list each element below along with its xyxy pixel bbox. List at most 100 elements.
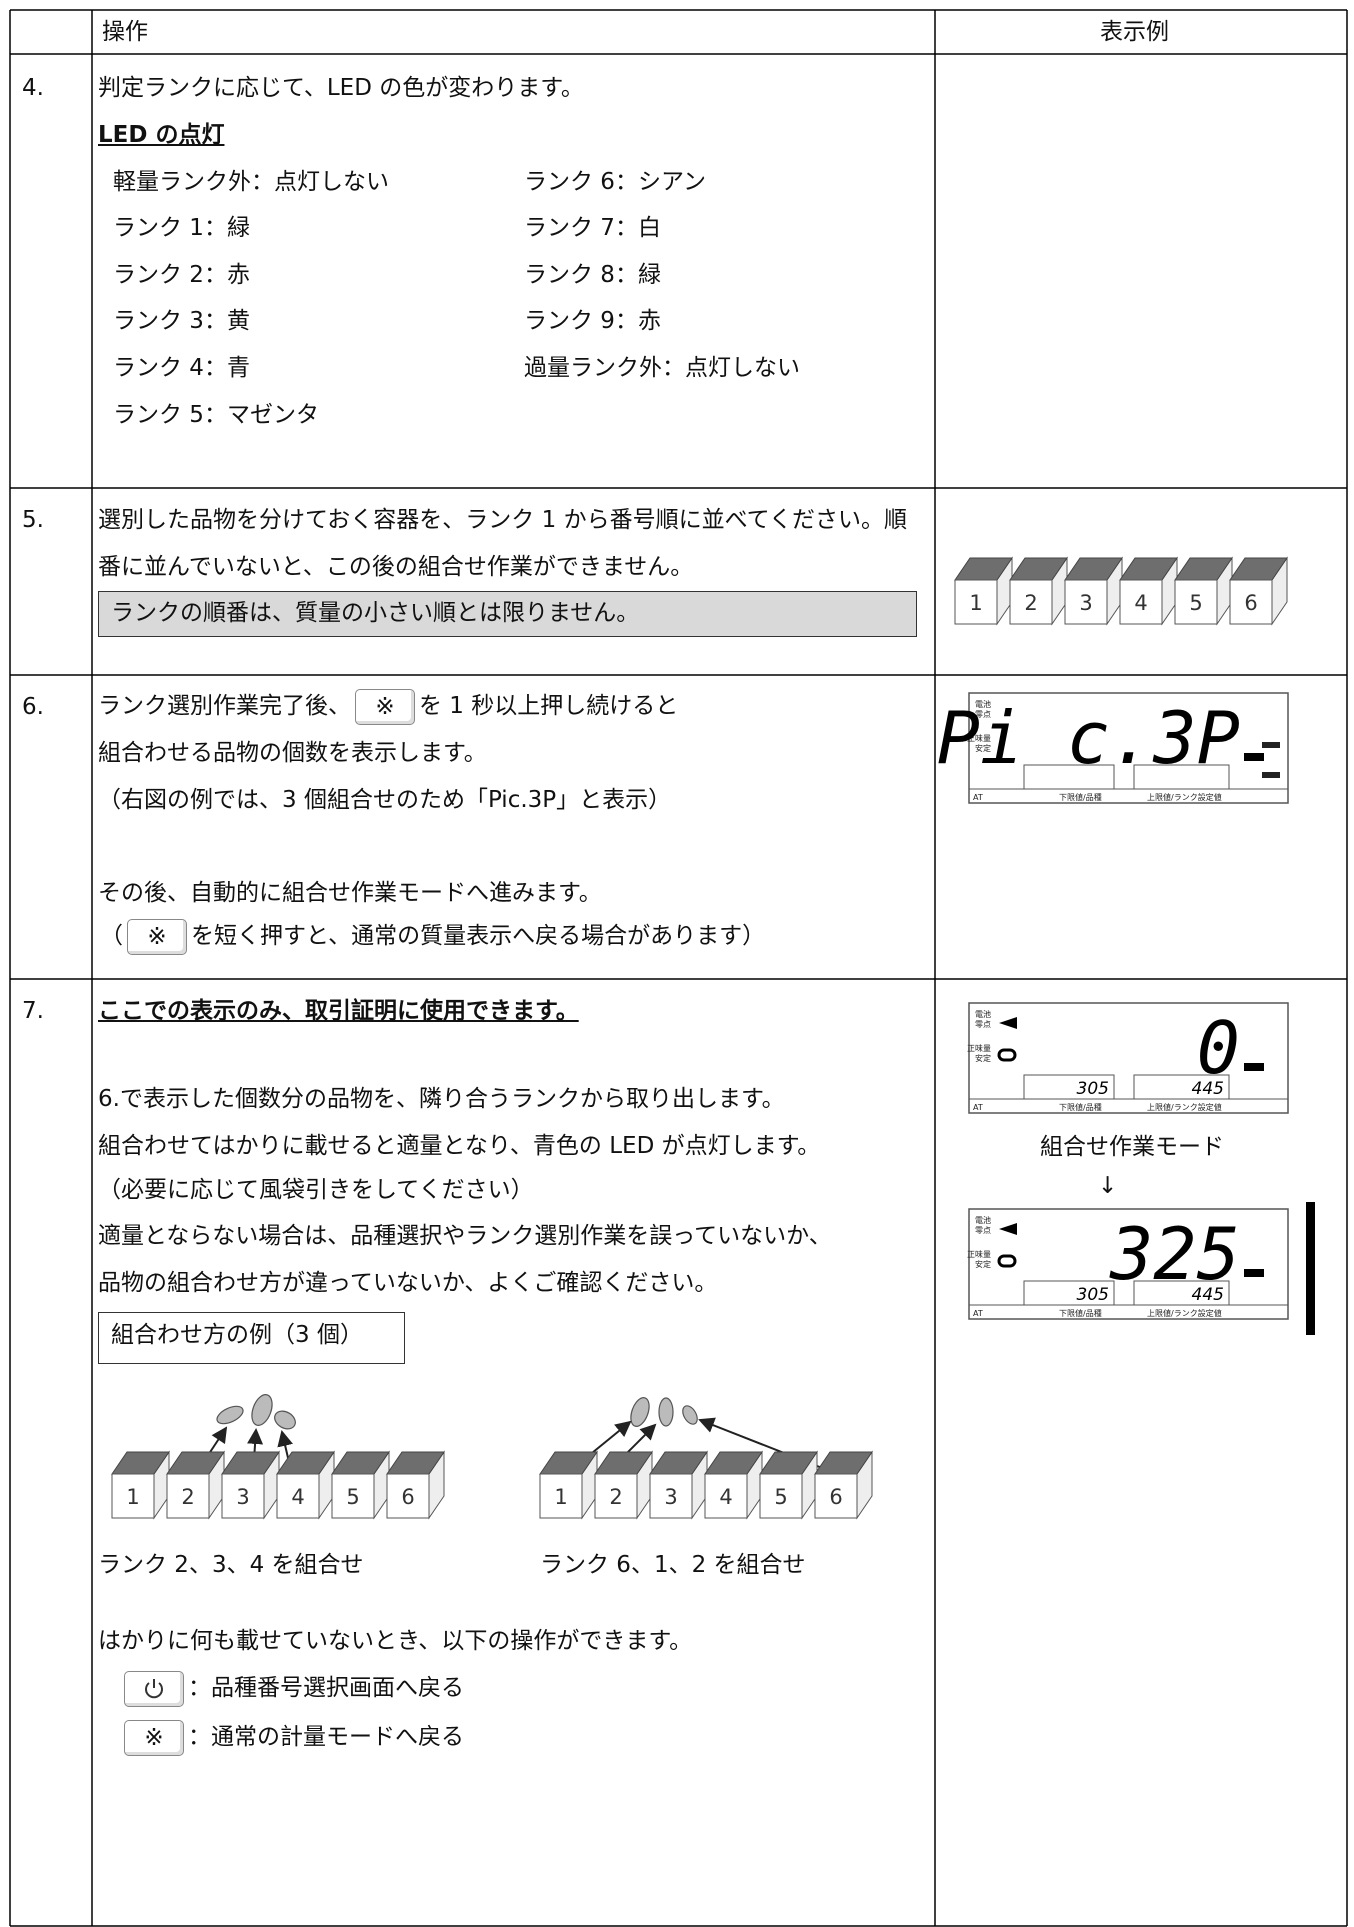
container-number: 5 — [346, 1485, 359, 1509]
container-number: 2 — [181, 1485, 194, 1509]
container-number: 1 — [554, 1485, 567, 1509]
container-number: 2 — [1024, 591, 1037, 615]
table-borders — [9, 9, 1348, 1927]
text: はかりに何も載せていないとき、以下の操作ができます。 — [98, 1628, 693, 1654]
lcd-main: 0 — [1197, 1006, 1240, 1090]
container-front — [649, 1473, 693, 1519]
text-line: ※ ：通常の計量モードへ戻る — [120, 1717, 464, 1757]
lcd-frame — [968, 1208, 1289, 1320]
container-number: 3 — [236, 1485, 249, 1509]
lcd-side-indicator — [1262, 772, 1280, 778]
example-label: 組合わせ方の例（3 個） — [98, 1312, 405, 1364]
power-button — [124, 1670, 184, 1707]
row-number: 6. — [22, 694, 44, 720]
container-front — [386, 1473, 430, 1519]
lcd-label: 正味量 — [967, 1043, 991, 1053]
lcd-cursor — [1244, 753, 1264, 761]
text: 番に並んでいないと、この後の組合せ作業ができません。 — [98, 554, 694, 580]
container-front — [1174, 579, 1218, 625]
lcd-label: 零点 — [975, 1020, 991, 1029]
text-line: （※ を短く押すと、通常の質量表示へ戻る場合があります） — [100, 916, 765, 956]
lcd-cursor — [1244, 1269, 1264, 1277]
lcd-indicator — [997, 1254, 1017, 1268]
lcd-label: 電池 — [975, 1009, 991, 1019]
container-number: 5 — [774, 1485, 787, 1509]
lcd-label: 電池 — [975, 1215, 991, 1225]
text: 選別した品物を分けておく容器を、ランク 1 から番号順に並べてください。順 — [98, 507, 907, 533]
container-number: 4 — [1134, 591, 1147, 615]
container-front — [331, 1473, 375, 1519]
caption: ランク 2、3、4 を組合せ — [98, 1552, 364, 1578]
container-front — [1064, 579, 1108, 625]
text: ランク選別作業完了後、 — [98, 693, 351, 719]
container-front — [166, 1473, 210, 1519]
lcd-label: 零点 — [975, 710, 991, 719]
lcd-label: 下限値/品種 — [1059, 792, 1102, 802]
container-number: 1 — [969, 591, 982, 615]
arrow: ↓ — [1098, 1173, 1118, 1199]
text: 6.で表示した個数分の品物を、隣り合うランクから取り出します。 — [98, 1086, 785, 1112]
text: （ — [100, 923, 123, 949]
container-number: 4 — [291, 1485, 304, 1509]
container-front — [704, 1473, 748, 1519]
text: 品物の組合わせ方が違っていないか、よくご確認ください。 — [98, 1270, 718, 1296]
text: を短く押すと、通常の質量表示へ戻る場合があります） — [191, 923, 766, 949]
lcd-upper-box — [1133, 1074, 1230, 1100]
power-icon — [145, 1679, 163, 1699]
caption: ランク 6、1、2 を組合せ — [540, 1552, 806, 1578]
container-number: 3 — [1079, 591, 1092, 615]
container-front — [594, 1473, 638, 1519]
lcd-side-indicator — [1262, 742, 1280, 748]
led-item: ランク 2：赤 — [113, 262, 250, 288]
heading: ここでの表示のみ、取引証明に使用できます。 — [98, 998, 579, 1024]
container-front — [276, 1473, 320, 1519]
note: ランクの順番は、質量の小さい順とは限りません。 — [98, 591, 917, 637]
lcd-label: 上限値/ランク設定値 — [1147, 1102, 1222, 1112]
lcd-label: AT — [973, 1103, 983, 1112]
led-item: ランク 7：白 — [524, 215, 661, 241]
star-button: ※ — [127, 918, 187, 955]
lcd-label: 安定 — [975, 1259, 991, 1269]
text: その後、自動的に組合せ作業モードへ進みます。 — [98, 880, 602, 906]
text: ：品種番号選択画面へ戻る — [188, 1675, 464, 1701]
example-2-items — [564, 1397, 841, 1476]
container-number: 6 — [829, 1485, 842, 1509]
lcd-upper: 445 — [1192, 1079, 1224, 1099]
lcd-label: 安定 — [975, 1053, 991, 1063]
led-item: 過量ランク外：点灯しない — [524, 355, 800, 381]
lcd-lower: 305 — [1077, 1285, 1109, 1305]
text-line: ：品種番号選択画面へ戻る — [120, 1668, 464, 1708]
container-number: 2 — [609, 1485, 622, 1509]
star-button: ※ — [124, 1719, 184, 1756]
container-front — [111, 1473, 155, 1519]
container-number: 4 — [719, 1485, 732, 1509]
header-example: 表示例 — [1100, 19, 1169, 45]
lcd-label: 下限値/品種 — [1059, 1308, 1102, 1318]
container-front — [1119, 579, 1163, 625]
lcd-lower: 305 — [1077, 1079, 1109, 1099]
lcd-indicator — [999, 1223, 1017, 1235]
example-1-items — [194, 1394, 296, 1476]
lcd-frame — [968, 1002, 1289, 1114]
row-number: 5. — [22, 507, 44, 533]
header-operation: 操作 — [102, 19, 148, 45]
lcd-frame — [968, 692, 1289, 804]
container-front — [1229, 579, 1273, 625]
text: 組合わせてはかりに載せると適量となり、青色の LED が点灯します。 — [98, 1133, 821, 1159]
text: （右図の例では、3 個組合せのため「Pic.3P」と表示） — [98, 787, 672, 813]
lcd-upper: 445 — [1192, 1285, 1224, 1305]
container-number: 3 — [664, 1485, 677, 1509]
star-button: ※ — [355, 688, 415, 725]
lcd-label: 正味量 — [967, 1249, 991, 1259]
lcd-label: 電池 — [975, 699, 991, 709]
lcd-upper-box — [1133, 764, 1230, 790]
container-number: 1 — [126, 1485, 139, 1509]
lcd-lower-box — [1023, 764, 1115, 790]
lcd-indicator — [997, 1048, 1017, 1062]
lcd-label: 正味量 — [967, 733, 991, 743]
container-front — [954, 579, 998, 625]
led-item: ランク 6：シアン — [524, 169, 707, 195]
lcd-upper-box — [1133, 1280, 1230, 1306]
row-number: 7. — [22, 998, 44, 1024]
